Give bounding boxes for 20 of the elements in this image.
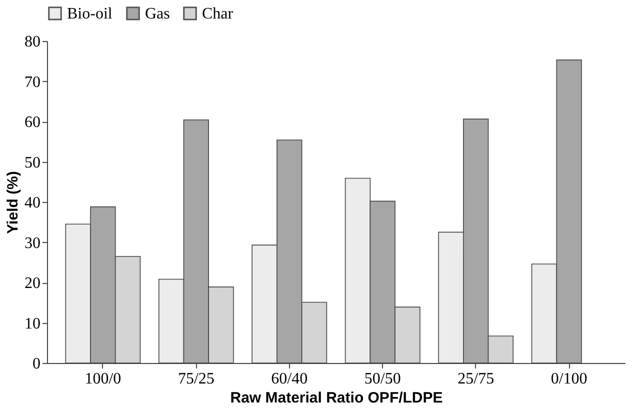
legend-label: Gas [145,5,170,22]
y-tick-label: 50 [24,154,40,172]
y-tick-label: 10 [24,315,40,332]
y-tick-label: 70 [24,74,40,91]
x-tick-label: 50/50 [364,370,401,388]
x-tick-label: 60/40 [271,370,308,388]
y-tick-label: 30 [24,234,40,252]
x-tick-label: 0/100 [550,370,588,388]
y-axis-title: Yield (%) [4,171,22,234]
y-tick-label: 80 [24,34,40,50]
x-axis-title: Raw Material Ratio OPF/LDPE [230,390,443,406]
y-tick-label: 40 [24,194,40,212]
x-tick-label: 100/0 [84,370,122,388]
x-tick-label: 25/75 [458,370,494,388]
x-tick-label: 75/25 [178,370,214,388]
legend-label: Bio-oil [67,5,113,22]
legend-label: Char [202,5,234,22]
y-tick-label: 0 [32,356,40,372]
y-tick-label: 60 [24,114,40,131]
y-tick-label: 20 [24,275,40,292]
